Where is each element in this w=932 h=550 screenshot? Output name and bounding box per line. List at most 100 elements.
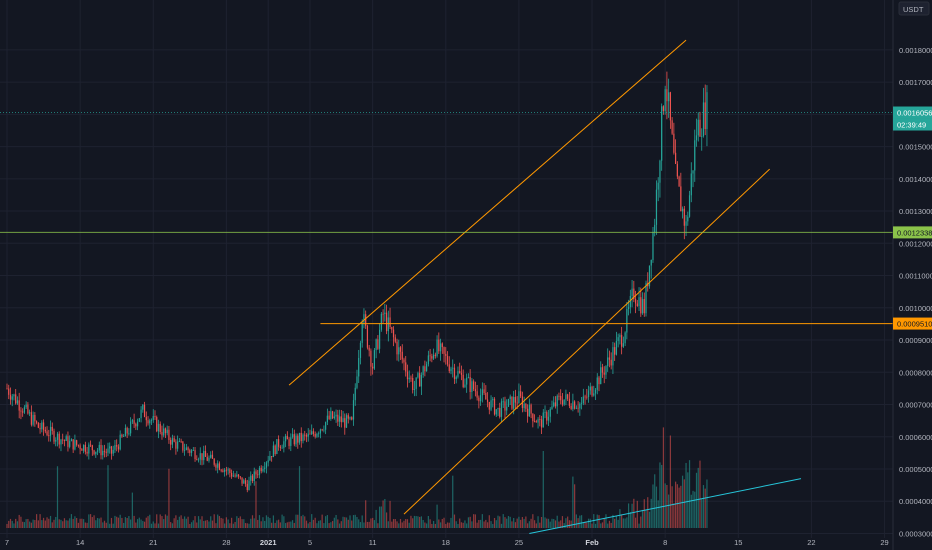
candle-body bbox=[79, 445, 81, 450]
candle-body bbox=[370, 350, 372, 367]
trendline-volume-trend[interactable] bbox=[529, 478, 802, 534]
candle-body bbox=[457, 371, 459, 377]
volume-bar bbox=[446, 522, 449, 528]
volume-bar bbox=[410, 515, 412, 528]
candle-body bbox=[37, 422, 39, 428]
volume-bar bbox=[255, 481, 257, 528]
candle-body bbox=[605, 366, 607, 375]
volume-bar bbox=[340, 521, 342, 528]
candle-body bbox=[70, 439, 73, 442]
candle-body bbox=[636, 303, 638, 307]
volume-bar bbox=[507, 516, 510, 528]
candle-body bbox=[15, 394, 17, 404]
volume-bar bbox=[560, 520, 562, 528]
volume-bar bbox=[9, 518, 12, 528]
candle-body bbox=[668, 92, 670, 102]
volume-bar bbox=[335, 514, 337, 528]
volume-bar bbox=[100, 517, 102, 528]
volume-bar bbox=[204, 520, 207, 528]
volume-bar bbox=[527, 523, 529, 528]
volume-bar bbox=[175, 515, 177, 528]
candle-body bbox=[293, 434, 295, 445]
level-tag: 0.00095107 bbox=[893, 317, 932, 330]
candle-body bbox=[206, 456, 208, 461]
volume-bar bbox=[34, 520, 36, 528]
candle-body bbox=[601, 367, 604, 373]
candle-body bbox=[546, 412, 548, 421]
volume-bar bbox=[112, 523, 114, 528]
volume-bar bbox=[455, 521, 457, 528]
candle-body bbox=[652, 232, 654, 260]
volume-bar bbox=[594, 523, 597, 528]
candle-body bbox=[448, 364, 450, 372]
currency-tag[interactable]: USDT bbox=[898, 1, 930, 16]
candle-body bbox=[178, 440, 180, 442]
volume-bar bbox=[13, 523, 15, 528]
candle-body bbox=[91, 445, 93, 451]
volume-bar bbox=[699, 460, 701, 528]
candle-body bbox=[265, 462, 268, 468]
candle-body bbox=[56, 433, 59, 440]
trendline-channel-lower[interactable] bbox=[403, 168, 770, 515]
candle-body bbox=[640, 297, 642, 314]
candle-body bbox=[18, 400, 20, 411]
volume-bar bbox=[279, 522, 281, 528]
volume-bar bbox=[666, 484, 668, 528]
volume-bar bbox=[156, 514, 158, 528]
candle-body bbox=[666, 89, 668, 102]
candle-body bbox=[365, 314, 367, 326]
volume-bar bbox=[29, 521, 31, 528]
volume-bar bbox=[363, 522, 365, 528]
candle-body bbox=[612, 347, 614, 366]
candle-body bbox=[488, 401, 490, 410]
candle-body bbox=[596, 377, 598, 390]
candle-body bbox=[55, 439, 57, 442]
candle-body bbox=[382, 313, 384, 315]
candle-body bbox=[262, 468, 264, 472]
y-tick-label: 0.00140000 bbox=[899, 175, 932, 184]
volume-bar bbox=[288, 521, 290, 528]
x-tick-label: 5 bbox=[308, 538, 312, 547]
candle-body bbox=[225, 469, 227, 471]
volume-bar bbox=[163, 519, 165, 528]
volume-bar bbox=[492, 523, 494, 528]
candle-body bbox=[375, 339, 377, 351]
trendline-channel-upper[interactable] bbox=[288, 39, 687, 386]
candle-body bbox=[95, 451, 97, 455]
volume-bar bbox=[143, 521, 146, 528]
candle-body bbox=[135, 423, 137, 427]
candle-body bbox=[344, 418, 346, 428]
volume-bar bbox=[419, 516, 421, 528]
volume-bar bbox=[358, 519, 360, 528]
drawing-overlays[interactable] bbox=[0, 39, 893, 534]
volume-bar bbox=[377, 523, 379, 528]
candle-body bbox=[563, 399, 565, 405]
candle-body bbox=[615, 340, 618, 355]
volume-bar bbox=[662, 427, 665, 528]
candle-body bbox=[286, 435, 288, 440]
volume-bar bbox=[349, 515, 351, 528]
volume-bar bbox=[645, 509, 647, 528]
volume-bar bbox=[530, 518, 532, 528]
time-axis[interactable]: 7 14 21 28 2021 5 11 18 25 Feb 8 15 22 29 bbox=[5, 538, 889, 547]
candle-body bbox=[608, 357, 611, 360]
candle-body bbox=[401, 351, 403, 360]
candle-body bbox=[284, 435, 287, 442]
volume-bar bbox=[406, 519, 409, 528]
candle-body bbox=[436, 339, 438, 356]
volume-bar bbox=[194, 516, 196, 528]
candle-body bbox=[537, 419, 539, 423]
volume-bar bbox=[690, 494, 692, 528]
price-axis[interactable]: 0.00030000 0.00040000 0.00050000 0.00060000… bbox=[892, 0, 932, 550]
volume-bar bbox=[570, 520, 572, 528]
volume-bar bbox=[612, 514, 614, 528]
volume-bar bbox=[558, 521, 560, 528]
candle-body bbox=[413, 388, 416, 390]
volume-bar bbox=[321, 514, 323, 528]
candle-body bbox=[617, 337, 619, 341]
volume-bar bbox=[629, 512, 631, 528]
candle-body bbox=[67, 436, 69, 447]
candle-body bbox=[272, 445, 275, 458]
volume-bar bbox=[190, 522, 193, 528]
